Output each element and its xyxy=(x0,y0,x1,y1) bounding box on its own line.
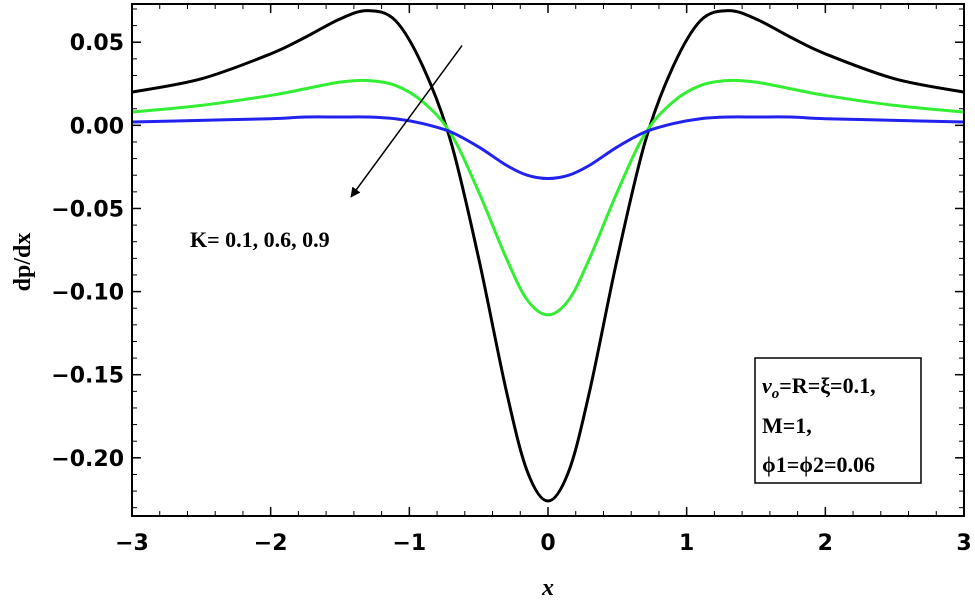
series-line-2 xyxy=(131,115,965,181)
y-tick-label: −0.10 xyxy=(51,281,124,306)
x-tick-label: −2 xyxy=(254,531,288,556)
y-axis-ticks: 0.05 0.00 −0.05 −0.10 −0.15 −0.20 xyxy=(51,8,964,509)
param-v-subscript: o xyxy=(772,386,780,402)
parameter-box: vo=R=ξ=0.1, M=1, ϕ1=ϕ2=0.06 xyxy=(754,357,922,484)
param-line-1: vo=R=ξ=0.1, xyxy=(762,373,876,402)
param-line-1-rest: =R=ξ=0.1, xyxy=(779,373,875,398)
x-tick-label: 2 xyxy=(818,531,833,556)
x-tick-label: 0 xyxy=(540,531,555,556)
x-tick-label: −1 xyxy=(392,531,426,556)
y-tick-label: −0.15 xyxy=(51,364,124,389)
series-line-0 xyxy=(131,9,965,503)
x-tick-label: −3 xyxy=(115,531,149,556)
series-line-1 xyxy=(131,78,965,317)
y-tick-label: 0.00 xyxy=(70,114,124,139)
x-tick-label: 3 xyxy=(956,531,971,556)
param-line-3: ϕ1=ϕ2=0.06 xyxy=(762,452,875,477)
y-tick-label: 0.05 xyxy=(70,31,124,56)
param-v-symbol: v xyxy=(762,373,772,398)
k-arrow xyxy=(350,45,463,198)
k-label: K= 0.1, 0.6, 0.9 xyxy=(190,227,330,252)
x-tick-label: 1 xyxy=(679,531,694,556)
y-tick-label: −0.20 xyxy=(51,447,124,472)
y-tick-label: −0.05 xyxy=(51,197,124,222)
series-lines xyxy=(131,9,965,503)
x-axis-ticks: −3 −2 −1 0 1 2 3 xyxy=(115,4,972,556)
y-axis-title: dp/dx xyxy=(10,233,36,292)
parameter-box-frame xyxy=(754,357,922,484)
param-line-2: M=1, xyxy=(762,413,812,438)
x-axis-title: x xyxy=(541,575,554,601)
